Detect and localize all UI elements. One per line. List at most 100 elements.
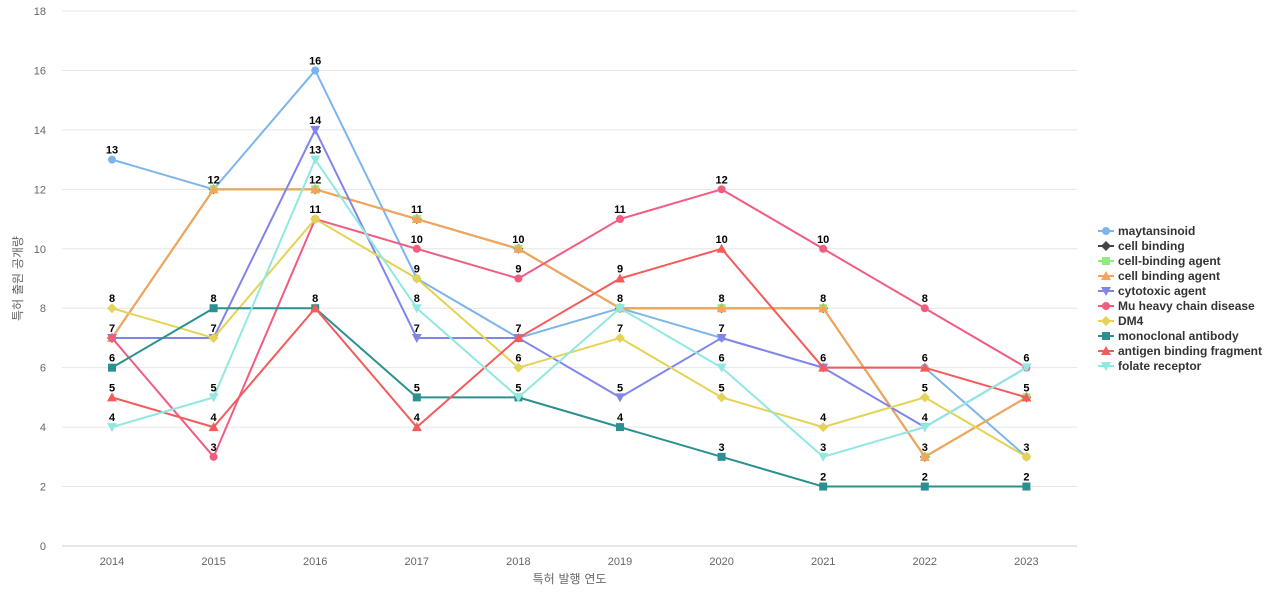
series-line[interactable] (111, 218, 1027, 458)
data-point[interactable] (1021, 392, 1032, 402)
legend-marker[interactable] (1101, 346, 1111, 355)
data-point[interactable] (819, 244, 828, 253)
data-label: 5 (922, 382, 928, 394)
data-point[interactable] (310, 125, 321, 135)
data-point[interactable] (513, 393, 524, 403)
data-point[interactable] (411, 422, 422, 432)
data-point[interactable] (108, 155, 116, 164)
legend-marker[interactable] (1102, 302, 1110, 310)
data-point[interactable] (615, 273, 625, 283)
legend-item[interactable]: maytansinoid (1098, 224, 1195, 238)
data-point[interactable] (616, 423, 624, 432)
legend-marker[interactable] (1101, 362, 1111, 371)
data-point[interactable] (615, 332, 625, 343)
data-label: 2 (1023, 472, 1029, 484)
data-point[interactable] (514, 274, 523, 283)
data-point[interactable] (310, 184, 321, 194)
data-point[interactable] (107, 392, 117, 402)
series-line[interactable] (111, 188, 1027, 458)
series-monoclonal-antibody[interactable] (108, 304, 1031, 491)
data-label: 4 (211, 412, 218, 424)
data-label: 11 (309, 204, 321, 216)
legend-item[interactable]: DM4 (1098, 314, 1144, 328)
data-point[interactable] (209, 452, 218, 461)
data-point[interactable] (818, 303, 829, 313)
data-point[interactable] (108, 333, 116, 342)
data-point[interactable] (920, 482, 929, 491)
data-point[interactable] (108, 363, 116, 372)
data-point[interactable] (107, 423, 117, 433)
data-point[interactable] (615, 304, 625, 314)
data-point[interactable] (411, 273, 422, 284)
series-folate-receptor[interactable] (107, 155, 1032, 462)
legend-marker[interactable] (1101, 316, 1111, 326)
data-point[interactable] (920, 304, 929, 313)
data-label: 16 (309, 55, 321, 67)
data-point[interactable] (513, 332, 524, 342)
data-point[interactable] (1021, 451, 1032, 462)
data-point[interactable] (716, 363, 727, 373)
data-point[interactable] (412, 393, 421, 402)
legend-item[interactable]: cell-binding agent (1098, 254, 1221, 268)
legend-marker[interactable] (1102, 227, 1110, 235)
legend-item[interactable]: monoclonal antibody (1098, 329, 1239, 343)
data-point[interactable] (208, 332, 219, 343)
legend-item[interactable]: antigen binding fragment (1098, 344, 1262, 358)
data-point[interactable] (411, 214, 422, 224)
data-point[interactable] (208, 184, 219, 194)
data-point[interactable] (616, 215, 624, 224)
data-point[interactable] (919, 392, 930, 403)
data-point[interactable] (1021, 363, 1032, 373)
data-point[interactable] (411, 333, 422, 343)
legend-item[interactable]: cell binding (1098, 239, 1185, 253)
data-point[interactable] (208, 422, 219, 432)
data-point[interactable] (310, 155, 321, 165)
series-line[interactable] (112, 128, 1027, 429)
data-point[interactable] (716, 333, 727, 343)
legend-item[interactable]: Mu heavy chain disease (1098, 299, 1255, 313)
series-line[interactable] (111, 307, 1027, 488)
data-point[interactable] (818, 362, 829, 372)
data-point[interactable] (716, 392, 727, 403)
y-tick-label: 6 (40, 363, 46, 375)
data-point[interactable] (818, 422, 829, 433)
data-point[interactable] (919, 362, 930, 372)
data-point[interactable] (513, 243, 524, 253)
series-antigen-binding-fragment[interactable] (107, 243, 1032, 432)
legend-marker[interactable] (1102, 257, 1110, 265)
series-line[interactable] (111, 247, 1027, 429)
legend-item[interactable]: cytotoxic agent (1098, 284, 1206, 298)
data-point[interactable] (411, 304, 422, 314)
legend-marker[interactable] (1102, 332, 1110, 340)
data-point[interactable] (1022, 482, 1031, 491)
data-label: 7 (414, 323, 420, 335)
data-point[interactable] (310, 303, 321, 313)
data-point[interactable] (716, 243, 727, 253)
series-dm4[interactable] (107, 214, 1032, 462)
data-point[interactable] (919, 451, 930, 461)
data-point[interactable] (412, 244, 421, 253)
data-point[interactable] (818, 452, 829, 462)
data-point[interactable] (716, 303, 727, 313)
series-maytansinoid[interactable] (108, 66, 1031, 461)
legend-marker[interactable] (1101, 271, 1111, 280)
data-point[interactable] (615, 393, 625, 403)
legend-marker[interactable] (1101, 241, 1111, 251)
x-tick-label: 2014 (100, 556, 124, 568)
legend-item[interactable]: cell binding agent (1098, 269, 1220, 283)
series-line[interactable] (111, 188, 1027, 458)
data-point[interactable] (209, 304, 218, 313)
data-label: 5 (617, 382, 623, 394)
data-point[interactable] (310, 214, 321, 225)
data-point[interactable] (919, 423, 930, 433)
data-point[interactable] (311, 66, 320, 75)
series-line[interactable] (111, 158, 1027, 458)
data-point[interactable] (717, 185, 726, 194)
legend-item[interactable]: folate receptor (1098, 359, 1202, 373)
data-point[interactable] (513, 362, 524, 373)
data-point[interactable] (208, 393, 219, 403)
legend-marker[interactable] (1101, 287, 1111, 296)
data-point[interactable] (107, 303, 117, 314)
data-point[interactable] (819, 482, 828, 491)
data-point[interactable] (717, 452, 726, 461)
